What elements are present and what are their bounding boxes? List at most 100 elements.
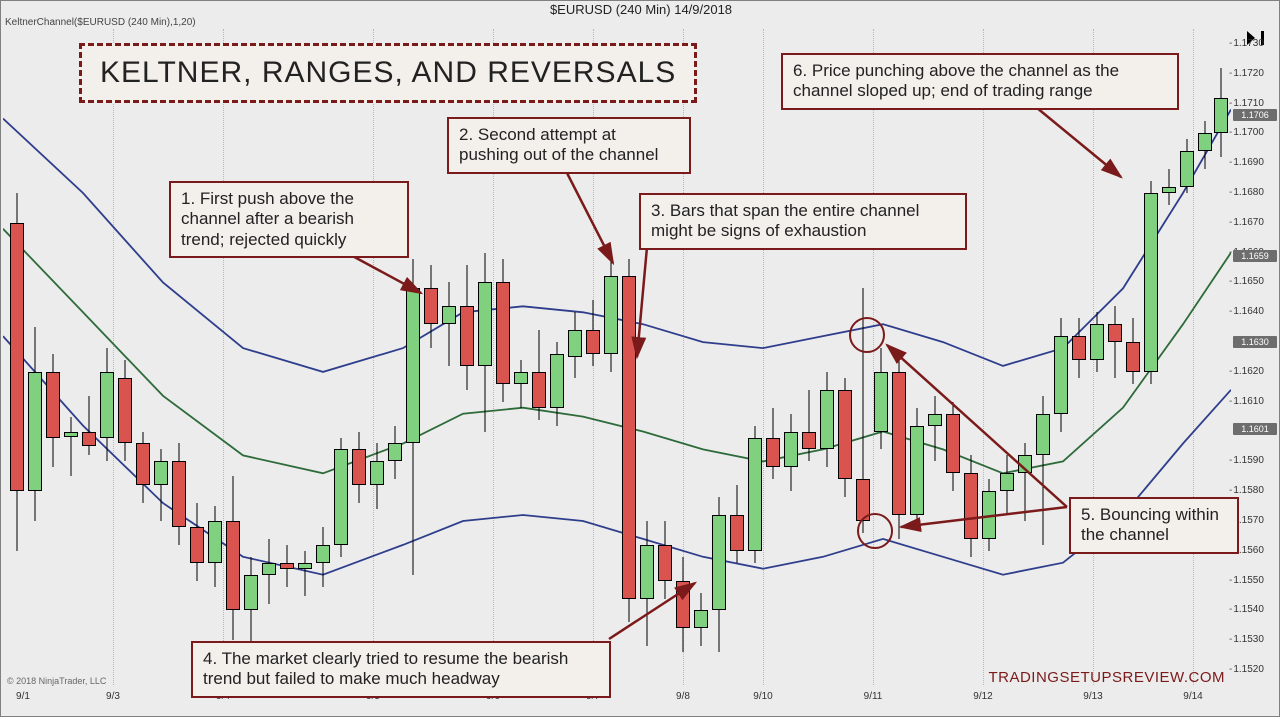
candle <box>100 29 114 685</box>
candle <box>784 29 798 685</box>
x-axis: 9/19/39/49/59/69/79/89/109/119/129/139/1… <box>3 688 1231 702</box>
candle <box>1090 29 1104 685</box>
candle <box>136 29 150 685</box>
y-tick: 1.1690 <box>1229 157 1277 168</box>
candle <box>316 29 330 685</box>
candle <box>1180 29 1194 685</box>
candle <box>1000 29 1014 685</box>
callout-c1: 1. First push above the channel after a … <box>169 181 409 258</box>
y-tick: 1.1540 <box>1229 604 1277 615</box>
x-tick: 9/13 <box>1083 691 1102 702</box>
x-tick: 9/12 <box>973 691 992 702</box>
candle <box>298 29 312 685</box>
candle <box>928 29 942 685</box>
candle <box>892 29 906 685</box>
candle <box>406 29 420 685</box>
candle <box>226 29 240 685</box>
candle <box>838 29 852 685</box>
callout-c5: 5. Bouncing within the channel <box>1069 497 1239 554</box>
y-tick: 1.1640 <box>1229 306 1277 317</box>
y-tick: 1.1700 <box>1229 127 1277 138</box>
y-tick: 1.1550 <box>1229 575 1277 586</box>
candle <box>946 29 960 685</box>
candle <box>10 29 24 685</box>
highlight-circle <box>857 513 893 549</box>
x-gridline <box>223 29 224 685</box>
y-tick: 1.1720 <box>1229 68 1277 79</box>
y-tick: 1.1670 <box>1229 217 1277 228</box>
candle <box>694 29 708 685</box>
candle <box>910 29 924 685</box>
candle <box>1214 29 1228 685</box>
candle <box>802 29 816 685</box>
x-tick: 9/14 <box>1183 691 1202 702</box>
candle <box>28 29 42 685</box>
y-tick: 1.1530 <box>1229 634 1277 645</box>
candle <box>748 29 762 685</box>
candle <box>352 29 366 685</box>
candle <box>46 29 60 685</box>
x-tick: 9/1 <box>16 691 30 702</box>
candle <box>1036 29 1050 685</box>
candle <box>856 29 870 685</box>
candle <box>1072 29 1086 685</box>
candle <box>334 29 348 685</box>
y-tick: 1.1650 <box>1229 276 1277 287</box>
candle <box>208 29 222 685</box>
candle <box>370 29 384 685</box>
y-highlight: 1.1659 <box>1233 250 1277 262</box>
candle <box>964 29 978 685</box>
callout-c4: 4. The market clearly tried to resume th… <box>191 641 611 698</box>
x-gridline <box>763 29 764 685</box>
candle <box>190 29 204 685</box>
y-tick: 1.1610 <box>1229 396 1277 407</box>
highlight-circle <box>849 317 885 353</box>
x-tick: 9/3 <box>106 691 120 702</box>
title-callout-text: KELTNER, RANGES, AND REVERSALS <box>100 56 676 89</box>
y-tick: 1.1620 <box>1229 366 1277 377</box>
candle <box>1144 29 1158 685</box>
callout-c6: 6. Price punching above the channel as t… <box>781 53 1179 110</box>
candle <box>820 29 834 685</box>
chart-frame: $EURUSD (240 Min) 14/9/2018 KeltnerChann… <box>0 0 1280 717</box>
candle <box>244 29 258 685</box>
candle <box>712 29 726 685</box>
x-tick: 9/8 <box>676 691 690 702</box>
y-tick: 1.1590 <box>1229 455 1277 466</box>
y-tick: 1.1710 <box>1229 98 1277 109</box>
candle <box>1198 29 1212 685</box>
candle <box>424 29 438 685</box>
candle <box>262 29 276 685</box>
y-tick: 1.1730 <box>1229 38 1277 49</box>
candle <box>1108 29 1122 685</box>
callout-c3: 3. Bars that span the entire channel mig… <box>639 193 967 250</box>
chart-title: $EURUSD (240 Min) 14/9/2018 <box>1 2 1280 17</box>
title-callout: KELTNER, RANGES, AND REVERSALS <box>79 43 697 103</box>
candle <box>982 29 996 685</box>
x-tick: 9/11 <box>864 691 883 702</box>
candle <box>1126 29 1140 685</box>
candle <box>172 29 186 685</box>
candle <box>766 29 780 685</box>
y-highlight: 1.1601 <box>1233 423 1277 435</box>
candle <box>388 29 402 685</box>
y-highlight: 1.1706 <box>1233 109 1277 121</box>
y-tick: 1.1520 <box>1229 664 1277 675</box>
watermark-text: TRADINGSETUPSREVIEW.COM <box>988 669 1225 686</box>
y-highlight: 1.1630 <box>1233 336 1277 348</box>
callout-c2: 2. Second attempt at pushing out of the … <box>447 117 691 174</box>
candle <box>874 29 888 685</box>
y-tick: 1.1580 <box>1229 485 1277 496</box>
y-tick: 1.1680 <box>1229 187 1277 198</box>
candle <box>280 29 294 685</box>
candle <box>118 29 132 685</box>
indicator-label: KeltnerChannel($EURUSD (240 Min),1,20) <box>5 17 196 28</box>
candle <box>64 29 78 685</box>
candle <box>1018 29 1032 685</box>
candle <box>154 29 168 685</box>
candle <box>82 29 96 685</box>
y-axis: 1.1730 1.1720 1.1710 1.1700 1.1690 1.1680 1.16… <box>1229 29 1277 685</box>
candle <box>1054 29 1068 685</box>
x-tick: 9/10 <box>753 691 772 702</box>
copyright-text: © 2018 NinjaTrader, LLC <box>7 676 106 686</box>
